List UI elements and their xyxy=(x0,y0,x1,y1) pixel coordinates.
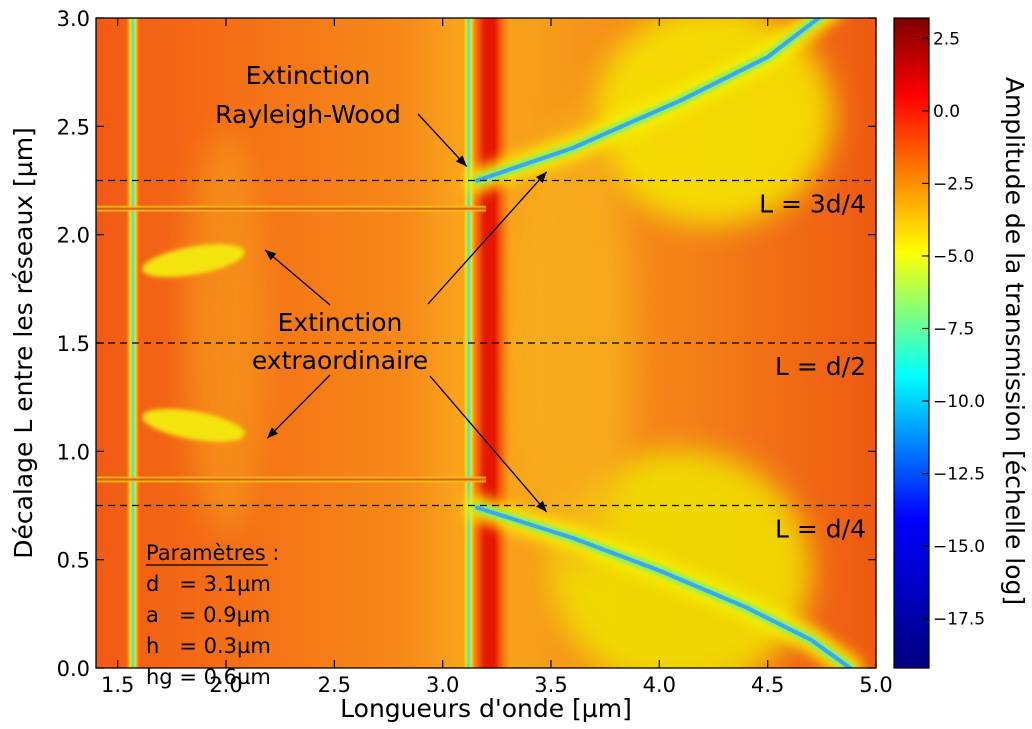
colorbar-tick-label-8: −17.5 xyxy=(933,610,985,630)
annotation-extraordinaire-line1: Extinction xyxy=(278,308,403,337)
colorbar xyxy=(894,18,929,668)
noisy-line-core-0 xyxy=(96,207,486,210)
colorbar-tick-label-6: −12.5 xyxy=(933,465,985,485)
band-core-1 xyxy=(475,505,852,668)
y-tick-label-0: 0.0 xyxy=(57,657,90,681)
band-core-0 xyxy=(475,18,822,183)
x-tick-label-0: 1.5 xyxy=(101,673,134,697)
reference-line-label-2: L = d/4 xyxy=(775,515,866,544)
arrow-extraordinaire-1 xyxy=(427,171,548,305)
glow-region-3 xyxy=(186,132,266,533)
y-tick-label-6: 3.0 xyxy=(57,7,90,31)
reference-line-label-1: L = d/2 xyxy=(775,352,866,381)
y-tick-label-5: 2.5 xyxy=(57,115,90,139)
parameter-a: a = 0.9µm xyxy=(146,603,270,627)
arrow-extraordinaire-2 xyxy=(266,374,331,439)
annotation-extraordinaire-line2: extraordinaire xyxy=(252,346,428,375)
parameter-hg: hg = 0.6µm xyxy=(146,665,271,689)
annotation-arrows xyxy=(264,113,548,513)
y-tick-label-2: 1.0 xyxy=(57,440,90,464)
x-tick-label-2: 2.5 xyxy=(318,673,351,697)
arrow-extraordinaire-0 xyxy=(264,249,331,306)
colorbar-tick-label-4: −7.5 xyxy=(933,319,974,339)
y-axis-title: Décalage L entre les réseaux [µm] xyxy=(9,127,38,559)
x-tick-label-1: 2.0 xyxy=(209,673,242,697)
annotation-rayleigh-line1: Extinction xyxy=(246,61,371,90)
colorbar-tick-label-1: 0.0 xyxy=(933,102,960,122)
arrow-extraordinaire-0-head xyxy=(265,249,277,261)
x-tick-label-6: 4.5 xyxy=(751,673,784,697)
noisy-line-core-1 xyxy=(96,478,486,481)
extinction-lobe-1 xyxy=(142,408,245,442)
arrow-rayleigh-wood-head xyxy=(455,155,467,167)
colorbar-tick-label-5: −10.0 xyxy=(933,392,985,412)
parameter-d: d = 3.1µm xyxy=(146,572,271,596)
x-tick-label-4: 3.5 xyxy=(534,673,567,697)
colorbar-tick-label-0: 2.5 xyxy=(933,29,960,49)
arrow-extraordinaire-3 xyxy=(429,375,548,513)
arrow-rayleigh-wood xyxy=(417,113,468,167)
x-axis-title: Longueurs d'onde [µm] xyxy=(340,694,632,723)
arrow-extraordinaire-1-head xyxy=(536,171,547,183)
rayleigh-wood-red-band xyxy=(470,18,511,668)
colorbar-tick-label-7: −15.0 xyxy=(933,537,985,557)
colorbar-tick-label-3: −5.0 xyxy=(933,247,974,267)
parameters-title: Paramètres : xyxy=(146,541,280,565)
colorbar-tick-label-2: −2.5 xyxy=(933,174,974,194)
y-tick-label-3: 1.5 xyxy=(57,332,90,356)
y-axis-ticks: 0.0 0.5 1.0 1.5 2.0 2.5 3.0 xyxy=(57,7,876,681)
arrow-extraordinaire-2-head xyxy=(267,427,279,439)
extinction-lobe-0 xyxy=(142,244,245,278)
glow-region-2 xyxy=(512,113,633,573)
y-tick-label-4: 2.0 xyxy=(57,224,90,248)
colorbar-ticks: 2.5 0.0 −2.5 −5.0 −7.5 −10.0 −12.5 −15.0 −17.5 xyxy=(922,29,985,630)
x-tick-label-3: 3.0 xyxy=(426,673,459,697)
annotation-rayleigh-line2: Rayleigh-Wood xyxy=(215,100,401,129)
y-tick-label-1: 0.5 xyxy=(57,549,90,573)
parameter-h: h = 0.3µm xyxy=(146,634,271,658)
colorbar-frame xyxy=(893,17,930,669)
arrow-extraordinaire-3-head xyxy=(536,500,547,512)
x-axis-ticks: 1.5 2.0 2.5 3.0 3.5 4.0 4.5 5.0 xyxy=(101,18,893,697)
reference-lines: L = 3d/4 L = d/2 L = d/4 xyxy=(96,179,876,544)
x-tick-label-5: 4.0 xyxy=(643,673,676,697)
colorbar-title: Amplitude de la transmission [échelle lo… xyxy=(1000,77,1029,605)
x-tick-label-7: 5.0 xyxy=(859,673,892,697)
glow-region-0 xyxy=(593,18,834,226)
reference-line-label-0: L = 3d/4 xyxy=(759,190,866,219)
